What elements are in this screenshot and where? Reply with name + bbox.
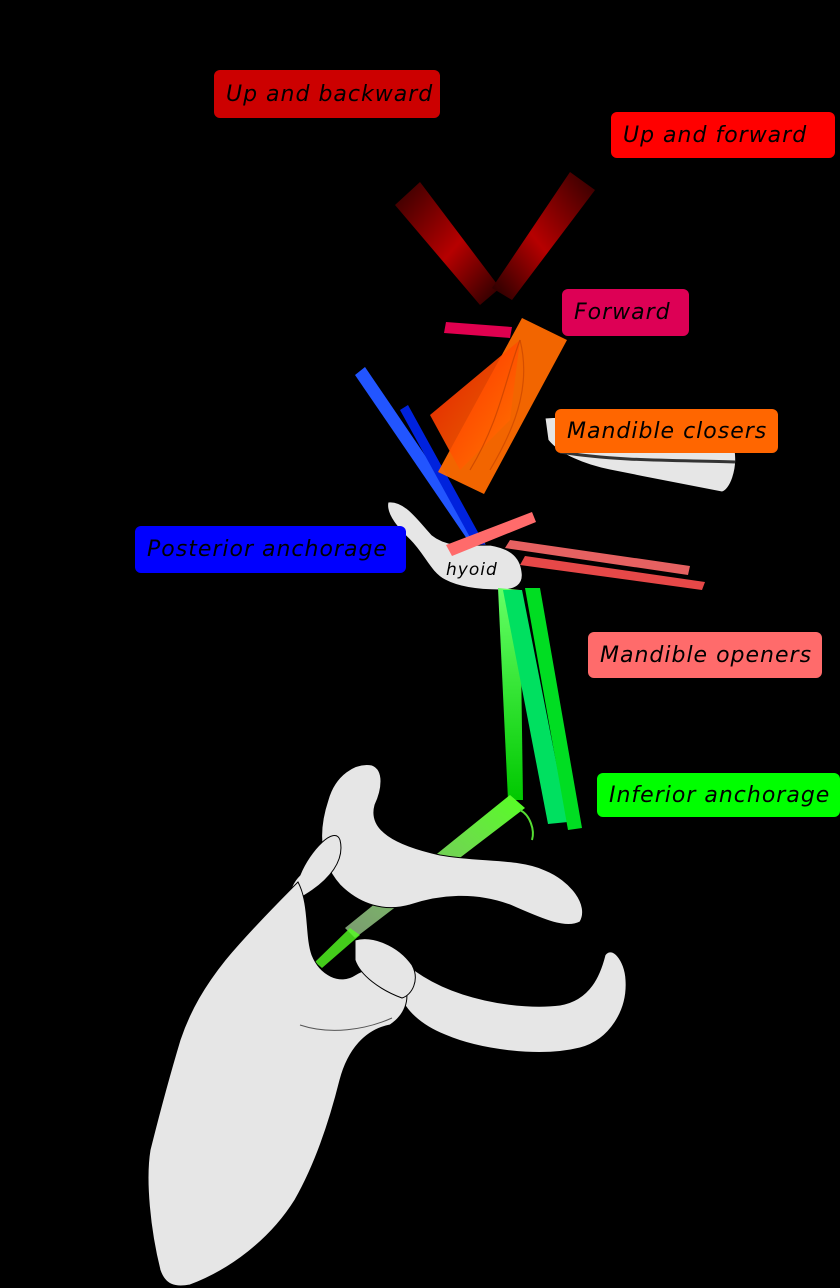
hyoid-label: hyoid — [446, 560, 498, 580]
mandible-openers-label: Mandible openers — [588, 632, 822, 678]
forward-muscle — [444, 322, 512, 338]
inferior-anchorage-label: Inferior anchorage — [597, 773, 840, 817]
upper-rib-bone — [399, 951, 627, 1053]
up-and-backward-label: Up and backward — [214, 70, 440, 118]
clavicle-bone — [321, 764, 583, 926]
forward-label: Forward — [562, 289, 689, 336]
up-and-forward-label: Up and forward — [611, 112, 835, 158]
posterior-anchorage-label: Posterior anchorage — [135, 526, 406, 573]
up-forward-muscle — [492, 172, 595, 300]
mandible-closers-label: Mandible closers — [555, 409, 778, 453]
mandible-openers-muscle — [446, 512, 536, 556]
up-backward-muscle — [395, 182, 500, 305]
